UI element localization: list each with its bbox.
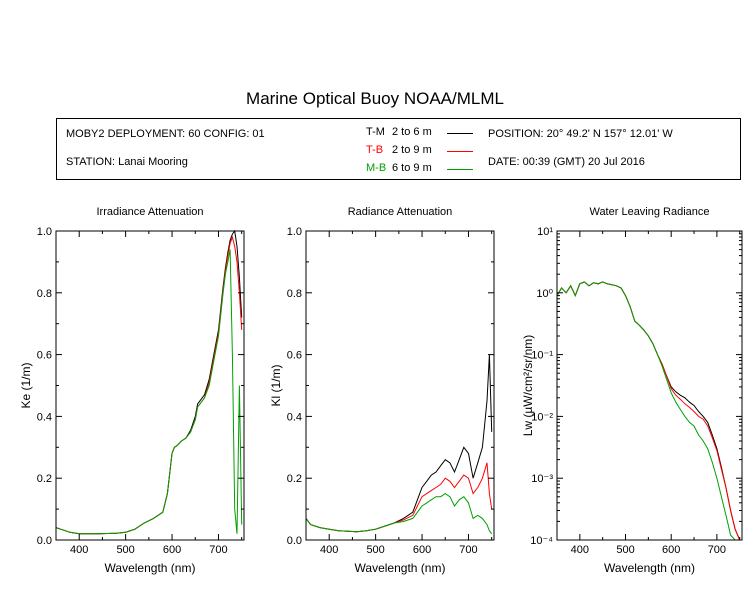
x-axis-label: Wavelength (nm) bbox=[355, 561, 446, 575]
date-text: DATE: 00:39 (GMT) 20 Jul 2016 bbox=[488, 156, 645, 168]
series-line-m-b bbox=[55, 249, 243, 535]
chart-title: Marine Optical Buoy NOAA/MLML bbox=[246, 89, 504, 108]
x-tick-label: 700 bbox=[459, 544, 477, 556]
legend-line-tb bbox=[447, 151, 473, 152]
y-tick-label: 0.8 bbox=[287, 288, 302, 300]
position-text: POSITION: 20° 49.2' N 157° 12.01' W bbox=[488, 128, 673, 140]
y-tick-label: 0.0 bbox=[37, 535, 52, 547]
y-tick-label: 10⁻⁴ bbox=[530, 535, 553, 547]
x-tick-label: 400 bbox=[70, 544, 88, 556]
y-tick-label: 10⁻³ bbox=[531, 473, 553, 485]
y-tick-label: 0.2 bbox=[287, 473, 302, 485]
plot-frame bbox=[55, 230, 245, 541]
y-tick-label: 0.6 bbox=[37, 350, 52, 362]
series-line-m-b bbox=[305, 492, 493, 535]
water-leaving-radiance-chart: Water Leaving Radiance 400 500 600 700 10⁻⁴ 10… bbox=[521, 206, 743, 575]
series-line-t-b bbox=[55, 235, 243, 535]
x-tick-label: 400 bbox=[320, 544, 338, 556]
legend-range-mb: 6 to 9 m bbox=[392, 162, 432, 174]
y-tick-label: 0.0 bbox=[287, 535, 302, 547]
series-line-m-b bbox=[556, 281, 740, 541]
plot-frame bbox=[305, 230, 495, 541]
y-tick-label: 1.0 bbox=[287, 226, 302, 238]
y-tick-label: 0.4 bbox=[37, 411, 52, 423]
y-tick-label: 0.4 bbox=[287, 411, 302, 423]
legend-line-tm bbox=[447, 133, 473, 134]
y-axis-label: Ke (1/m) bbox=[19, 362, 33, 408]
legend-code-tm: T-M bbox=[366, 126, 385, 138]
y-axis-label: Kl (1/m) bbox=[269, 364, 283, 406]
info-panel: MOBY2 DEPLOYMENT: 60 CONFIG: 01 STATION:… bbox=[56, 118, 741, 180]
x-tick-label: 400 bbox=[571, 544, 589, 556]
legend-code-mb: M-B bbox=[366, 162, 387, 174]
x-axis-label: Wavelength (nm) bbox=[604, 561, 695, 575]
x-tick-label: 500 bbox=[116, 544, 134, 556]
series-line-t-b bbox=[556, 281, 741, 541]
y-tick-label: 10⁻² bbox=[531, 411, 553, 423]
irradiance-attenuation-chart: Irradiance Attenuation 400 500 600 700 0.0 0.2… bbox=[19, 206, 245, 575]
series-line-t-m bbox=[305, 354, 493, 533]
panel-title: Radiance Attenuation bbox=[348, 206, 453, 218]
radiance-attenuation-chart: Radiance Attenuation 400 500 600 700 0.0 0.2 0.… bbox=[269, 206, 495, 575]
legend-range-tm: 2 to 6 m bbox=[392, 126, 432, 138]
x-tick-label: 500 bbox=[366, 544, 384, 556]
y-axis-label: Lw (µW/cm²/sr/nm) bbox=[521, 335, 535, 437]
plot-frame bbox=[556, 230, 743, 541]
x-axis-label: Wavelength (nm) bbox=[105, 561, 196, 575]
x-tick-label: 700 bbox=[209, 544, 227, 556]
panel-title: Irradiance Attenuation bbox=[96, 206, 203, 218]
y-tick-label: 10⁻¹ bbox=[531, 350, 553, 362]
x-tick-label: 700 bbox=[708, 544, 726, 556]
y-tick-label: 10¹ bbox=[537, 226, 553, 238]
x-tick-label: 500 bbox=[616, 544, 634, 556]
legend-line-mb bbox=[447, 169, 473, 170]
deployment-text: MOBY2 DEPLOYMENT: 60 CONFIG: 01 bbox=[66, 128, 265, 140]
y-tick-label: 0.6 bbox=[287, 350, 302, 362]
x-tick-label: 600 bbox=[662, 544, 680, 556]
series-line-t-m bbox=[55, 229, 243, 535]
y-tick-label: 0.8 bbox=[37, 288, 52, 300]
panel-title: Water Leaving Radiance bbox=[589, 206, 709, 218]
y-tick-label: 0.2 bbox=[37, 473, 52, 485]
y-tick-label: 1.0 bbox=[37, 226, 52, 238]
series-line-t-m bbox=[556, 281, 741, 541]
x-tick-label: 600 bbox=[163, 544, 181, 556]
legend-range-tb: 2 to 9 m bbox=[392, 144, 432, 156]
x-tick-label: 600 bbox=[413, 544, 431, 556]
station-text: STATION: Lanai Mooring bbox=[66, 156, 188, 168]
legend-code-tb: T-B bbox=[366, 144, 384, 156]
y-tick-label: 10⁰ bbox=[536, 288, 553, 300]
